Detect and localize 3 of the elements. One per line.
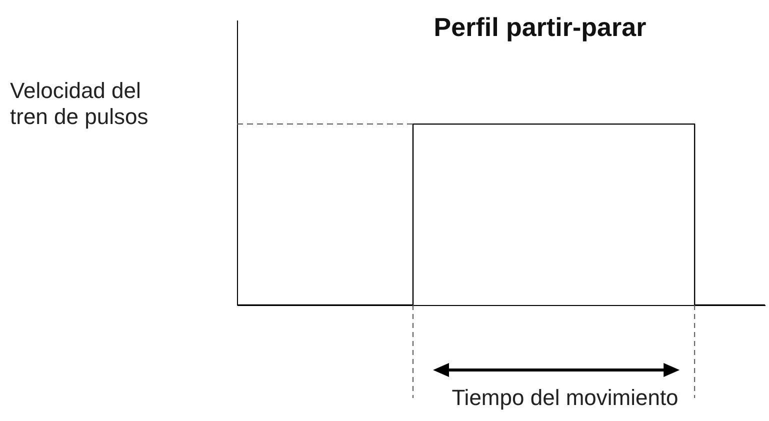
text: Tiempo del movimiento [450,385,680,411]
chart-title: Perfil partir-parar [432,12,648,43]
y-axis-title: Velocidad del tren de pulsos [10,78,148,130]
